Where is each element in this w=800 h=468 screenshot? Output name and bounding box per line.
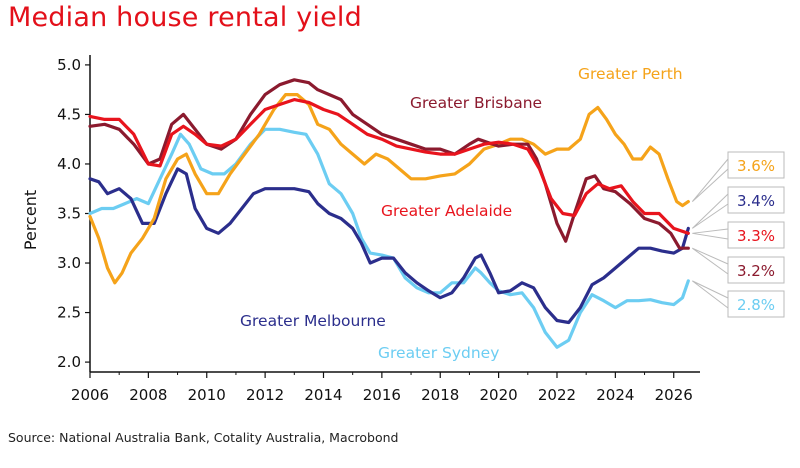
series-label-greater-brisbane: Greater Brisbane — [410, 94, 542, 112]
callout-box — [727, 290, 785, 318]
axes: 2.0 2.5 3.0 3.5 4.0 4.5 5.0 2006 2008 2010 2012 201… — [57, 55, 700, 404]
series-lines — [88, 78, 690, 349]
y-tick-label: 3.5 — [57, 205, 81, 223]
callout-box — [727, 256, 785, 284]
x-tick-label: 2016 — [363, 386, 401, 404]
callout-value: 3.4% — [737, 192, 775, 210]
callout-greater-melbourne: 3.4% — [691, 186, 785, 229]
x-tick-label: 2026 — [655, 386, 693, 404]
x-tick-label: 2020 — [480, 386, 518, 404]
y-tick-label: 5.0 — [57, 56, 81, 74]
end-value-callouts: 3.6% 3.4% 3.3% 3.2% 2.8% — [691, 151, 785, 318]
callout-pointer — [692, 247, 729, 275]
series-label-greater-sydney: Greater Sydney — [378, 344, 499, 362]
series-labels: Greater Perth Greater Brisbane Greater Ade… — [240, 65, 683, 362]
y-tick-label: 3.0 — [57, 254, 81, 272]
callout-value: 2.8% — [737, 296, 775, 314]
x-tick-label: 2018 — [421, 386, 459, 404]
series-label-greater-perth: Greater Perth — [578, 65, 683, 83]
y-tick-label: 2.0 — [57, 353, 81, 371]
y-tick-label: 4.0 — [57, 155, 81, 173]
series-line-greater-melbourne — [88, 167, 690, 325]
series-label-greater-melbourne: Greater Melbourne — [240, 312, 386, 330]
x-tick-label: 2010 — [188, 386, 226, 404]
callout-value: 3.6% — [737, 157, 775, 175]
series-label-greater-adelaide: Greater Adelaide — [381, 202, 512, 220]
source-note: Source: National Australia Bank, Cotalit… — [8, 430, 399, 445]
x-tick-label: 2008 — [129, 386, 167, 404]
callout-greater-perth: 3.6% — [691, 151, 785, 202]
callout-greater-adelaide: 3.3% — [692, 221, 785, 249]
y-axis-label: Percent — [21, 190, 40, 250]
callout-greater-sydney: 2.8% — [692, 280, 785, 318]
x-tick-label: 2024 — [596, 386, 634, 404]
callout-greater-brisbane: 3.2% — [692, 247, 785, 284]
series-line-greater-perth — [88, 93, 690, 285]
series-line-greater-adelaide — [88, 98, 690, 235]
callout-box — [727, 151, 785, 179]
y-tick-label: 4.5 — [57, 105, 81, 123]
callout-value: 3.2% — [737, 262, 775, 280]
series-line-greater-brisbane — [88, 78, 690, 250]
callout-pointer — [691, 158, 729, 202]
x-tick-label: 2006 — [71, 386, 109, 404]
x-tick-label: 2014 — [304, 386, 342, 404]
callout-box — [727, 186, 785, 214]
y-tick-label: 2.5 — [57, 304, 81, 322]
line-chart: 2.0 2.5 3.0 3.5 4.0 4.5 5.0 2006 2008 2010 2012 201… — [21, 55, 785, 404]
callout-box — [727, 221, 785, 249]
callout-pointer — [692, 228, 729, 240]
callout-pointer — [691, 193, 729, 229]
chart-title: Median house rental yield — [8, 2, 362, 33]
x-tick-label: 2012 — [246, 386, 284, 404]
x-tick-label: 2022 — [538, 386, 576, 404]
callout-value: 3.3% — [737, 227, 775, 245]
callout-pointer — [692, 280, 729, 309]
